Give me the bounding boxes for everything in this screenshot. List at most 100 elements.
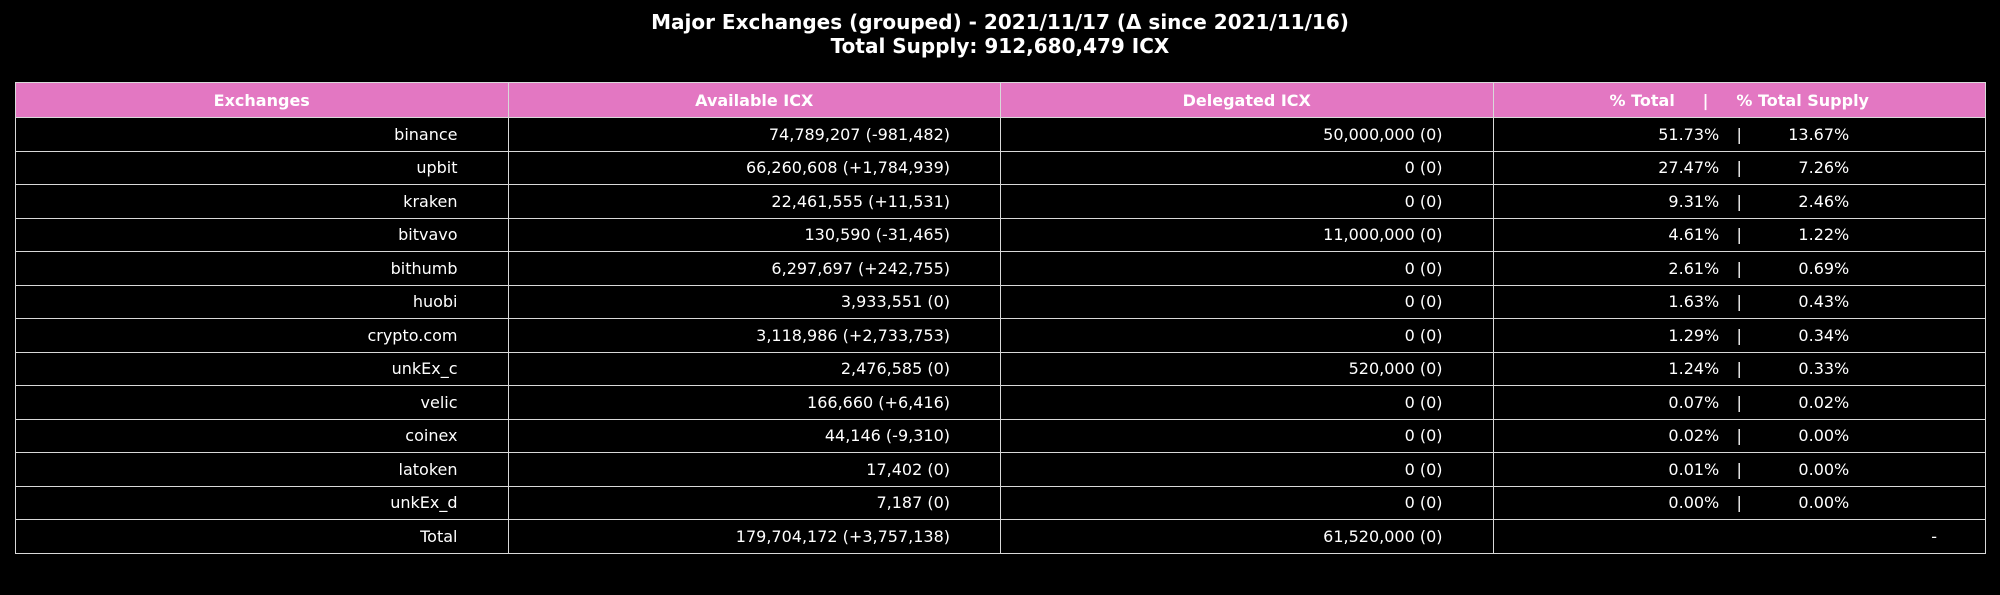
table-row: unkEx_d 7,187 (0) 0 (0) 0.00% | 0.00%: [15, 485, 1986, 520]
percent-total-supply: 0.33%: [1798, 359, 1850, 379]
percent-total: 1.63%: [1668, 292, 1720, 312]
percent-pair: 9.31% | 2.46%: [1589, 192, 1889, 211]
cell-exchange: unkEx_c: [15, 351, 509, 386]
cell-percent: 4.61% | 1.22%: [1492, 217, 1986, 252]
percent-total: 4.61%: [1668, 225, 1720, 245]
cell-delegated-icx: 0 (0): [1000, 485, 1494, 520]
cell-exchange: unkEx_d: [15, 485, 509, 520]
percent-separator: |: [1736, 325, 1742, 345]
cell-percent: 0.01% | 0.00%: [1492, 452, 1986, 487]
percent-separator: |: [1736, 124, 1742, 144]
cell-delegated-icx: 0 (0): [1000, 452, 1494, 487]
title-line-1: Major Exchanges (grouped) - 2021/11/17 (…: [651, 10, 1349, 34]
percent-separator: |: [1736, 359, 1742, 379]
percent-total: 1.29%: [1668, 325, 1720, 345]
percent-pair: 0.00% | 0.00%: [1589, 493, 1889, 512]
percent-total: 51.73%: [1658, 124, 1720, 144]
percent-total: 0.07%: [1668, 392, 1720, 412]
cell-percent: 1.29% | 0.34%: [1492, 318, 1986, 353]
cell-percent: 51.73% | 13.67%: [1492, 117, 1986, 152]
percent-total: 0.01%: [1668, 459, 1720, 479]
table-row: coinex 44,146 (-9,310) 0 (0) 0.02% | 0.00%: [15, 418, 1986, 453]
cell-exchange: bithumb: [15, 251, 509, 286]
total-percent: -: [1492, 519, 1986, 554]
cell-delegated-icx: 11,000,000 (0): [1000, 217, 1494, 252]
percent-pair: 1.29% | 0.34%: [1589, 326, 1889, 345]
cell-percent: 0.07% | 0.02%: [1492, 385, 1986, 420]
percent-total: 2.61%: [1668, 258, 1720, 278]
cell-percent: 1.24% | 0.33%: [1492, 351, 1986, 386]
percent-total-supply: 13.67%: [1788, 124, 1850, 144]
cell-percent: 0.00% | 0.00%: [1492, 485, 1986, 520]
percent-total-supply: 7.26%: [1798, 158, 1850, 178]
cell-delegated-icx: 0 (0): [1000, 318, 1494, 353]
table-row: bithumb 6,297,697 (+242,755) 0 (0) 2.61% | 0.…: [15, 251, 1986, 286]
cell-exchange: upbit: [15, 150, 509, 185]
total-available-icx: 179,704,172 (+3,757,138): [507, 519, 1001, 554]
table-row: latoken 17,402 (0) 0 (0) 0.01% | 0.00%: [15, 452, 1986, 487]
table-row: upbit 66,260,608 (+1,784,939) 0 (0) 27.47% |…: [15, 150, 1986, 185]
percent-pair: 27.47% | 7.26%: [1589, 158, 1889, 177]
cell-exchange: huobi: [15, 284, 509, 319]
cell-available-icx: 74,789,207 (-981,482): [507, 117, 1001, 152]
title-line-2: Total Supply: 912,680,479 ICX: [830, 34, 1170, 58]
percent-pair: 0.07% | 0.02%: [1589, 393, 1889, 412]
table-row: huobi 3,933,551 (0) 0 (0) 1.63% | 0.43%: [15, 284, 1986, 319]
exchanges-table: Exchanges Available ICX Delegated ICX % …: [15, 82, 1986, 554]
column-header-available-icx: Available ICX: [507, 82, 1001, 118]
cell-percent: 27.47% | 7.26%: [1492, 150, 1986, 185]
column-header-delegated-icx: Delegated ICX: [1000, 82, 1494, 118]
percent-total-supply: 0.34%: [1798, 325, 1850, 345]
cell-delegated-icx: 0 (0): [1000, 385, 1494, 420]
column-header-percent: % Total | % Total Supply: [1492, 82, 1986, 118]
percent-separator: |: [1736, 493, 1742, 513]
percent-pair: 0.02% | 0.00%: [1589, 426, 1889, 445]
cell-exchange: binance: [15, 117, 509, 152]
cell-percent: 1.63% | 0.43%: [1492, 284, 1986, 319]
cell-available-icx: 22,461,555 (+11,531): [507, 184, 1001, 219]
cell-available-icx: 17,402 (0): [507, 452, 1001, 487]
cell-exchange: velic: [15, 385, 509, 420]
percent-total: 9.31%: [1668, 191, 1720, 211]
percent-pair: 2.61% | 0.69%: [1589, 259, 1889, 278]
cell-delegated-icx: 0 (0): [1000, 184, 1494, 219]
percent-pair: 4.61% | 1.22%: [1589, 225, 1889, 244]
percent-total: 27.47%: [1658, 158, 1720, 178]
cell-delegated-icx: 0 (0): [1000, 251, 1494, 286]
percent-total-supply: 0.02%: [1798, 392, 1850, 412]
total-label: Total: [15, 519, 509, 554]
cell-delegated-icx: 520,000 (0): [1000, 351, 1494, 386]
cell-percent: 9.31% | 2.46%: [1492, 184, 1986, 219]
percent-total-supply: 0.00%: [1798, 493, 1850, 513]
cell-available-icx: 66,260,608 (+1,784,939): [507, 150, 1001, 185]
percent-total-supply: 0.00%: [1798, 459, 1850, 479]
cell-available-icx: 3,118,986 (+2,733,753): [507, 318, 1001, 353]
table-row: bitvavo 130,590 (-31,465) 11,000,000 (0) 4.…: [15, 217, 1986, 252]
cell-exchange: crypto.com: [15, 318, 509, 353]
percent-pair: 51.73% | 13.67%: [1589, 125, 1889, 144]
percent-separator: |: [1736, 426, 1742, 446]
percent-separator: |: [1736, 292, 1742, 312]
cell-exchange: bitvavo: [15, 217, 509, 252]
percent-total-supply: 0.43%: [1798, 292, 1850, 312]
column-header-exchanges: Exchanges: [15, 82, 509, 118]
percent-total-supply: 0.69%: [1798, 258, 1850, 278]
cell-available-icx: 2,476,585 (0): [507, 351, 1001, 386]
cell-available-icx: 166,660 (+6,416): [507, 385, 1001, 420]
percent-pair: 0.01% | 0.00%: [1589, 460, 1889, 479]
cell-exchange: coinex: [15, 418, 509, 453]
cell-exchange: kraken: [15, 184, 509, 219]
cell-available-icx: 6,297,697 (+242,755): [507, 251, 1001, 286]
table-total-row: Total 179,704,172 (+3,757,138) 61,520,000 …: [15, 519, 1986, 554]
chart-title: Major Exchanges (grouped) - 2021/11/17 (…: [0, 10, 2000, 58]
table-row: unkEx_c 2,476,585 (0) 520,000 (0) 1.24% | 0.3…: [15, 351, 1986, 386]
cell-delegated-icx: 0 (0): [1000, 284, 1494, 319]
cell-percent: 0.02% | 0.00%: [1492, 418, 1986, 453]
percent-separator: |: [1736, 158, 1742, 178]
cell-percent: 2.61% | 0.69%: [1492, 251, 1986, 286]
percent-separator: |: [1736, 258, 1742, 278]
cell-delegated-icx: 50,000,000 (0): [1000, 117, 1494, 152]
cell-delegated-icx: 0 (0): [1000, 418, 1494, 453]
percent-total-supply: 0.00%: [1798, 426, 1850, 446]
cell-delegated-icx: 0 (0): [1000, 150, 1494, 185]
